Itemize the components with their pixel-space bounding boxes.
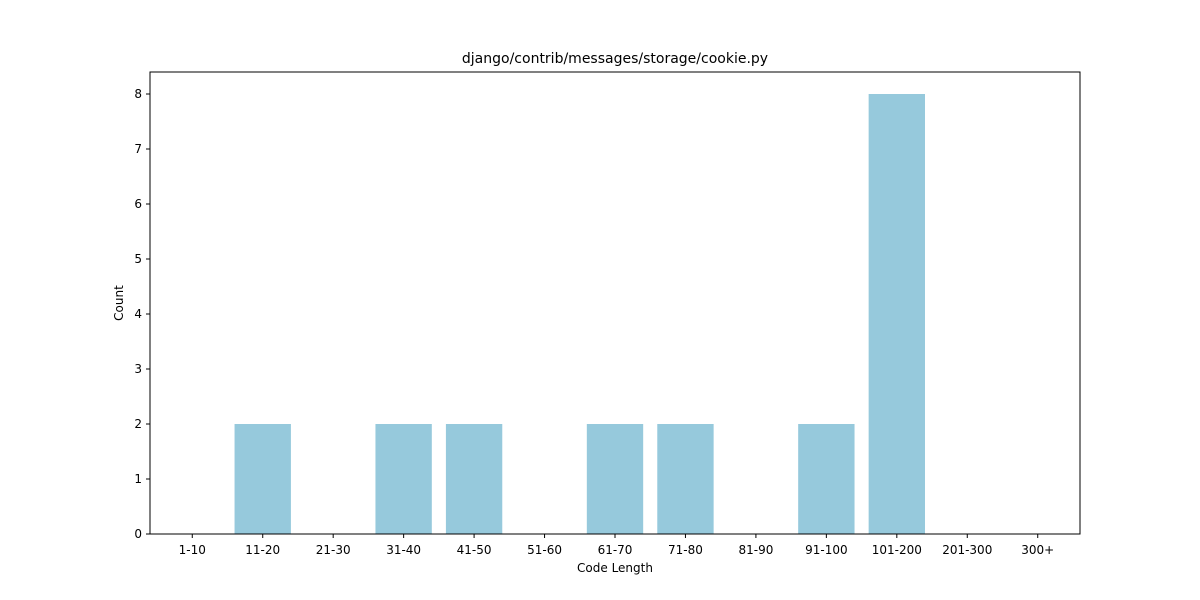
- y-tick-label: 6: [134, 197, 142, 211]
- x-tick-label: 300+: [1021, 543, 1054, 557]
- x-tick-label: 81-90: [738, 543, 773, 557]
- x-tick-label: 11-20: [245, 543, 280, 557]
- bar-71-80: [657, 424, 714, 534]
- bar-61-70: [586, 424, 644, 534]
- bar-101-200: [868, 94, 925, 534]
- x-tick-label: 1-10: [179, 543, 206, 557]
- plot-frame: [149, 71, 1081, 535]
- y-tick-label: 0: [134, 527, 142, 541]
- bar-41-50: [445, 424, 503, 534]
- y-tick-label: 2: [134, 417, 142, 431]
- x-axis-ticks: 1-10 11-20 21-30 31-40 41-50 51-60 61-70 71-80 8…: [179, 534, 1054, 557]
- y-axis-label: Count: [112, 285, 126, 321]
- bars-layer: [234, 94, 925, 534]
- bar-91-100: [798, 424, 855, 534]
- x-tick-label: 101-200: [872, 543, 922, 557]
- x-tick-label: 71-80: [668, 543, 703, 557]
- y-tick-label: 8: [134, 87, 142, 101]
- y-tick-label: 1: [134, 472, 142, 486]
- y-tick-label: 3: [134, 362, 142, 376]
- bar-11-20: [234, 424, 291, 534]
- x-tick-label: 21-30: [316, 543, 351, 557]
- y-tick-label: 7: [134, 142, 142, 156]
- x-tick-label: 201-300: [942, 543, 992, 557]
- x-axis-label: Code Length: [577, 561, 653, 575]
- y-axis-ticks: 0 1 2 3 4 5 6 7 8: [134, 87, 150, 541]
- x-tick-label: 41-50: [457, 543, 492, 557]
- chart-title: django/contrib/messages/storage/cookie.p…: [462, 51, 768, 67]
- y-tick-label: 4: [134, 307, 142, 321]
- x-tick-label: 51-60: [527, 543, 562, 557]
- x-tick-label: 31-40: [386, 543, 421, 557]
- x-tick-label: 61-70: [598, 543, 633, 557]
- bar-31-40: [375, 424, 432, 534]
- y-tick-label: 5: [134, 252, 142, 266]
- x-tick-label: 91-100: [805, 543, 848, 557]
